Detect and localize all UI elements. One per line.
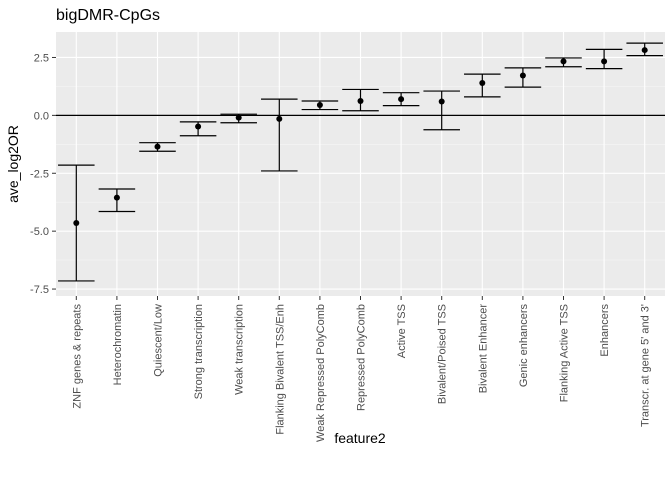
- data-point: [316, 101, 323, 108]
- error-bar: [423, 90, 460, 131]
- x-axis-title: feature2: [334, 430, 386, 446]
- data-point: [195, 123, 202, 130]
- y-axis: -7.5 -5.0 -2.5 0.0 2.5: [30, 52, 56, 296]
- y-tick-label: -5.0: [30, 226, 49, 238]
- x-tick-label: Active TSS: [396, 304, 408, 358]
- x-tick-label: Enhancers: [599, 304, 611, 357]
- data-point: [560, 58, 567, 65]
- x-tick-label: Transcr. at gene 5' and 3': [640, 304, 652, 427]
- data-point: [438, 98, 445, 105]
- data-point: [357, 98, 364, 105]
- y-tick-label: -7.5: [30, 284, 49, 296]
- data-points: [73, 47, 648, 227]
- data-point: [601, 58, 608, 65]
- x-tick-label: Flanking Active TSS: [559, 304, 571, 402]
- y-tick-label: 0.0: [34, 110, 49, 122]
- y-tick-label: -2.5: [30, 168, 49, 180]
- x-tick-label: Repressed PolyComb: [356, 304, 368, 411]
- y-tick-label: 2.5: [34, 52, 49, 64]
- x-tick-label: Weak transcription: [234, 304, 246, 395]
- x-tick-label: Flanking Bivalent TSS/Enh: [274, 304, 286, 435]
- y-axis-title: ave_log2OR: [5, 125, 21, 203]
- error-bars: [58, 42, 663, 282]
- x-tick-label: Strong transcription: [193, 304, 205, 399]
- data-point: [113, 194, 120, 201]
- data-point: [73, 220, 80, 227]
- x-axis: ZNF genes & repeats Heterochromatin Quiesc…: [71, 296, 652, 442]
- data-point: [235, 114, 242, 121]
- data-point: [398, 96, 405, 103]
- x-tick-label: ZNF genes & repeats: [71, 304, 83, 409]
- data-point: [276, 115, 283, 122]
- x-tick-label: Genic enhancers: [518, 304, 530, 388]
- x-tick-label: Heterochromatin: [112, 304, 124, 385]
- data-point: [519, 72, 526, 79]
- x-tick-label: Bivalent Enhancer: [477, 304, 489, 394]
- x-tick-label: Quiescent/Low: [153, 304, 165, 377]
- data-point: [479, 79, 486, 86]
- chart-title: bigDMR-CpGs: [56, 7, 160, 24]
- error-bar: [261, 98, 298, 172]
- x-tick-label: Bivalent/Poised TSS: [437, 304, 449, 404]
- data-point: [641, 47, 648, 54]
- data-point: [154, 143, 161, 150]
- x-tick-label: Weak Repressed PolyComb: [315, 304, 327, 442]
